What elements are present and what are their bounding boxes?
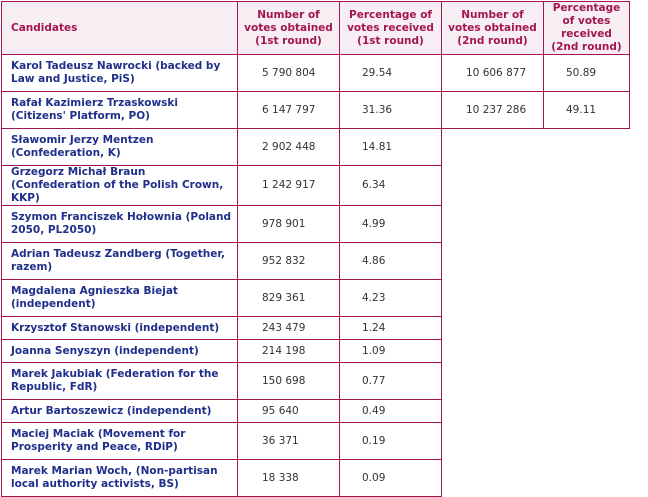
table-row: Joanna Senyszyn (independent) 214 198 1.… [1, 339, 630, 363]
candidate-name: Sławomir Jerzy Mentzen (Confederation, K… [1, 128, 238, 166]
table-row: Marek Jakubiak (Federation for the Repub… [1, 362, 630, 400]
percentage-round1: 4.86 [339, 242, 442, 280]
candidate-name: Krzysztof Stanowski (independent) [1, 316, 238, 340]
percentage-round1: 6.34 [339, 165, 442, 206]
table-row: Maciej Maciak (Movement for Prosperity a… [1, 422, 630, 460]
table-row: Karol Tadeusz Nawrocki (backed by Law an… [1, 54, 630, 92]
candidate-name: Joanna Senyszyn (independent) [1, 339, 238, 363]
votes-round1: 214 198 [237, 339, 340, 363]
votes-round1: 952 832 [237, 242, 340, 280]
percentage-round2: 49.11 [543, 91, 630, 129]
percentage-round1: 29.54 [339, 54, 442, 92]
table-row: Sławomir Jerzy Mentzen (Confederation, K… [1, 128, 630, 497]
percentage-round2: 50.89 [543, 54, 630, 92]
candidate-name: Marek Marian Woch, (Non-partisan local a… [1, 459, 238, 497]
percentage-round1: 14.81 [339, 128, 442, 166]
table-row: Magdalena Agnieszka Biejat (independent)… [1, 279, 630, 317]
votes-round1: 18 338 [237, 459, 340, 497]
percentage-round1: 0.77 [339, 362, 442, 400]
votes-round1: 36 371 [237, 422, 340, 460]
table-row: Krzysztof Stanowski (independent) 243 47… [1, 316, 630, 340]
header-votes-round2: Number of votes obtained (2nd round) [441, 1, 544, 55]
percentage-round1: 4.99 [339, 205, 442, 243]
candidate-name: Adrian Tadeusz Zandberg (Together, razem… [1, 242, 238, 280]
votes-round2: 10 606 877 [441, 54, 544, 92]
table-row: Adrian Tadeusz Zandberg (Together, razem… [1, 242, 630, 280]
header-percentage-round1: Percentage of votes received (1st round) [339, 1, 442, 55]
candidate-name: Grzegorz Michał Braun (Confederation of … [1, 165, 238, 206]
header-votes-round1: Number of votes obtained (1st round) [237, 1, 340, 55]
table-header-row: Candidates Number of votes obtained (1st… [1, 1, 630, 55]
percentage-round1: 1.24 [339, 316, 442, 340]
votes-round1: 978 901 [237, 205, 340, 243]
table-row: Rafał Kazimierz Trzaskowski (Citizens' P… [1, 91, 630, 129]
candidate-name: Artur Bartoszewicz (independent) [1, 399, 238, 423]
table-row: Szymon Franciszek Hołownia (Poland 2050,… [1, 205, 630, 243]
percentage-round1: 31.36 [339, 91, 442, 129]
header-percentage-round2: Percentage of votes received (2nd round) [543, 1, 630, 55]
votes-round2: 10 237 286 [441, 91, 544, 129]
votes-round1: 829 361 [237, 279, 340, 317]
table-row: Artur Bartoszewicz (independent) 95 640 … [1, 399, 630, 423]
candidate-name: Maciej Maciak (Movement for Prosperity a… [1, 422, 238, 460]
percentage-round1: 0.09 [339, 459, 442, 497]
header-candidates: Candidates [1, 1, 238, 55]
votes-round1: 5 790 804 [237, 54, 340, 92]
table-row: Grzegorz Michał Braun (Confederation of … [1, 165, 630, 206]
votes-round1: 95 640 [237, 399, 340, 423]
election-results-table: Candidates Number of votes obtained (1st… [1, 1, 630, 497]
percentage-round1: 0.49 [339, 399, 442, 423]
percentage-round1: 4.23 [339, 279, 442, 317]
candidate-name: Szymon Franciszek Hołownia (Poland 2050,… [1, 205, 238, 243]
candidate-name: Magdalena Agnieszka Biejat (independent) [1, 279, 238, 317]
candidate-name: Marek Jakubiak (Federation for the Repub… [1, 362, 238, 400]
votes-round1: 1 242 917 [237, 165, 340, 206]
votes-round1: 243 479 [237, 316, 340, 340]
percentage-round1: 0.19 [339, 422, 442, 460]
votes-round1: 6 147 797 [237, 91, 340, 129]
votes-round1: 150 698 [237, 362, 340, 400]
candidate-name: Karol Tadeusz Nawrocki (backed by Law an… [1, 54, 238, 92]
votes-round1: 2 902 448 [237, 128, 340, 166]
empty-area [441, 128, 630, 497]
percentage-round1: 1.09 [339, 339, 442, 363]
candidate-name: Rafał Kazimierz Trzaskowski (Citizens' P… [1, 91, 238, 129]
